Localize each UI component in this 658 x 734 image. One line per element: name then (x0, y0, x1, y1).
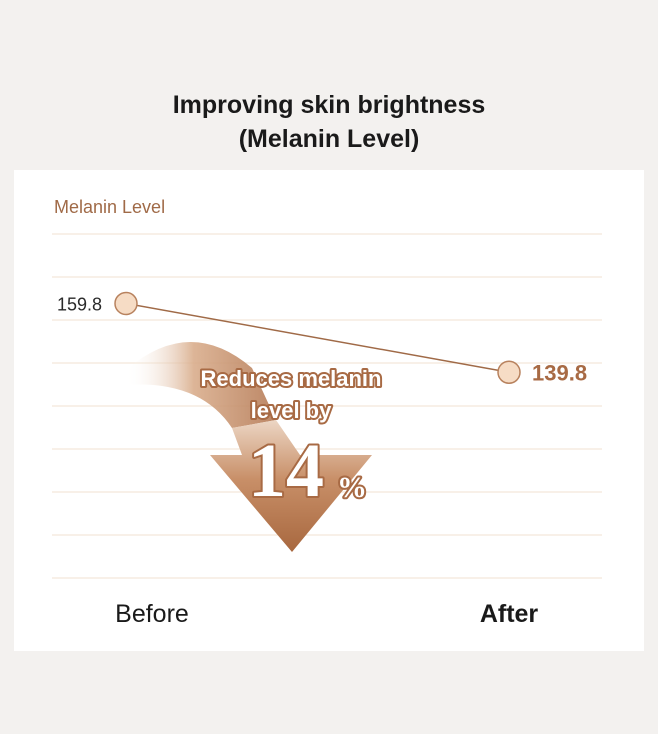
y-axis-label: Melanin Level (54, 197, 165, 217)
decrease-arrow (126, 341, 372, 552)
annotation-unit: % (337, 471, 367, 504)
title-line-2: (Melanin Level) (238, 125, 420, 153)
annotation-line-2: level by (251, 398, 332, 423)
series-path (125, 302, 510, 374)
data-point-before (114, 291, 138, 316)
series-line (114, 291, 521, 385)
annotation-line-1: Reduces melanin (201, 366, 382, 391)
labels: Melanin Level 159.8 139.8 Before After Reduce… (54, 197, 587, 628)
data-label-before: 159.8 (57, 294, 102, 314)
data-point-after (497, 360, 521, 385)
chart-title: Improving skin brightness (Melanin Level… (0, 88, 658, 156)
arrow-head (210, 420, 372, 552)
title-line-1: Improving skin brightness (172, 91, 486, 119)
category-label-after: After (480, 600, 539, 628)
category-label-before: Before (115, 600, 189, 628)
chart-card (14, 170, 644, 651)
annotation-number: 14 (248, 429, 324, 513)
data-label-after: 139.8 (532, 360, 587, 385)
arrow-curve (126, 341, 276, 428)
